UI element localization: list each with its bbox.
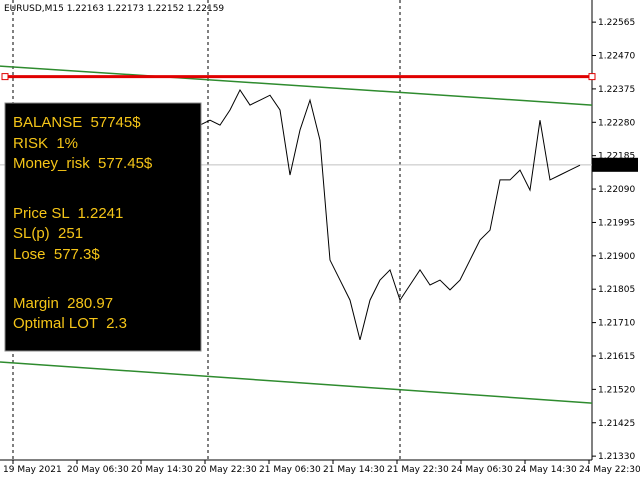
x-tick-label: 24 May 06:30 bbox=[451, 465, 513, 475]
chart-title: EURUSD,M15 1.22163 1.22173 1.22152 1.221… bbox=[4, 4, 224, 14]
x-tick-label: 20 May 22:30 bbox=[195, 465, 257, 475]
price-line bbox=[199, 88, 581, 340]
trendline bbox=[0, 361, 593, 404]
y-tick-label: 1.22090 bbox=[598, 185, 635, 195]
panel-text: SL(p) 251 bbox=[13, 225, 83, 242]
panel-text: Money_risk 577.45$ bbox=[13, 155, 153, 172]
y-tick-label: 1.21805 bbox=[598, 285, 635, 295]
y-tick-label: 1.22280 bbox=[598, 118, 635, 128]
panel-text: BALANSE 57745$ bbox=[13, 114, 141, 131]
y-tick-label: 1.21995 bbox=[598, 218, 635, 228]
x-tick-label: 19 May 2021 bbox=[3, 465, 62, 475]
y-tick-label: 1.21900 bbox=[598, 252, 635, 262]
y-tick-label: 1.21615 bbox=[598, 352, 635, 362]
x-tick-label: 24 May 14:30 bbox=[515, 465, 577, 475]
x-tick-label: 24 May 22:30 bbox=[579, 465, 640, 475]
panel-text: RISK 1% bbox=[13, 135, 78, 152]
x-tick-label: 20 May 06:30 bbox=[67, 465, 129, 475]
y-tick-label: 1.22375 bbox=[598, 85, 635, 95]
handle bbox=[588, 73, 596, 81]
price-label-bg bbox=[592, 157, 638, 172]
panel-text: Lose 577.3$ bbox=[13, 246, 100, 263]
y-tick-label: 1.22470 bbox=[598, 52, 635, 62]
panel-text: Margin 280.97 bbox=[13, 295, 113, 312]
price-label: 1.22159 bbox=[596, 161, 633, 171]
handle bbox=[1, 73, 9, 81]
y-tick-label: 1.21710 bbox=[598, 319, 635, 329]
panel-text: Optimal LOT 2.3 bbox=[13, 315, 127, 332]
x-tick-label: 21 May 22:30 bbox=[387, 465, 449, 475]
x-tick-label: 20 May 14:30 bbox=[131, 465, 193, 475]
y-tick-label: 1.21520 bbox=[598, 385, 635, 395]
panel-bg bbox=[4, 102, 202, 352]
y-tick-label: 1.22185 bbox=[598, 152, 635, 162]
y-tick-label: 1.21330 bbox=[598, 452, 635, 462]
y-tick-label: 1.21425 bbox=[598, 419, 635, 429]
x-tick-label: 21 May 14:30 bbox=[323, 465, 385, 475]
x-tick-label: 21 May 06:30 bbox=[259, 465, 321, 475]
y-tick-label: 1.22565 bbox=[598, 18, 635, 28]
trendline bbox=[0, 65, 593, 106]
panel-text: Price SL 1.2241 bbox=[13, 205, 123, 222]
info-panel: BALANSE 57745$ RISK 1% Money_risk 577.45$ P… bbox=[4, 102, 202, 352]
